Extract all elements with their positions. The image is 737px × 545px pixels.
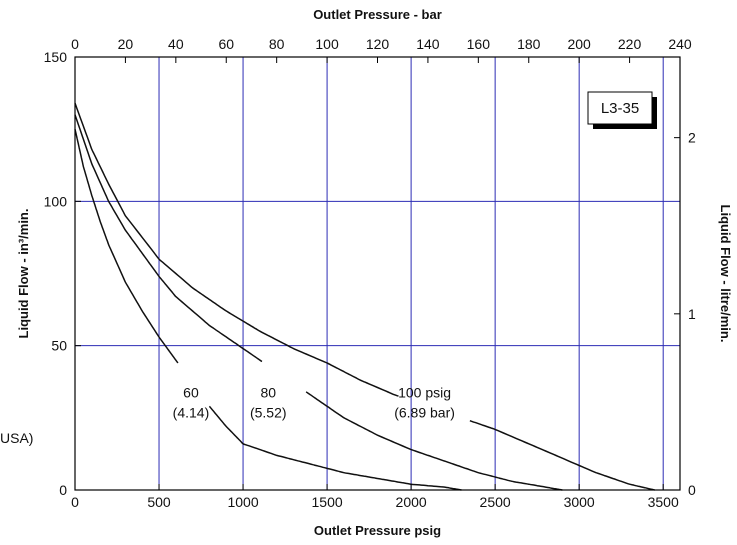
label-layer: 60 (4.14) 80 (5.52) 100 psig (6.89 bar) [173,385,455,421]
cropped-caption-text: USA) [0,430,34,446]
x-axis-title: Outlet Pressure psig [314,523,441,538]
y-tick-label: 150 [44,49,68,65]
top-x-tick-label: 140 [416,36,440,52]
top-x-tick-label: 240 [668,36,692,52]
y-tick-label: 50 [51,338,67,354]
top-x-tick-label: 200 [567,36,591,52]
series-line-80 [74,114,263,363]
curve-annotation-label: 100 psig [398,385,451,401]
x-tick-label: 0 [71,494,79,510]
grid-layer [75,57,680,490]
top-x-tick-label: 0 [71,36,79,52]
badge-label: L3-35 [601,100,639,117]
series-line-100-psig [469,420,655,491]
curve-annotation-label: (6.89 bar) [394,405,455,421]
right-y-tick-label: 2 [688,130,696,146]
top-x-tick-label: 160 [467,36,491,52]
series-line-80 [305,391,563,491]
curve-annotation-label: 80 [260,385,276,401]
series-line-60 [208,405,462,491]
right-y-tick-label: 1 [688,306,696,322]
series-line-100-psig [74,102,399,397]
x-tick-label: 2000 [396,494,427,510]
curve-annotation-label: 60 [183,385,199,401]
x-tick-label: 3500 [648,494,679,510]
top-x-tick-label: 40 [168,36,184,52]
x-tick-label: 3000 [564,494,595,510]
top-x-tick-label: 100 [315,36,339,52]
top-x-tick-label: 120 [366,36,390,52]
top-x-tick-label: 220 [618,36,642,52]
top-x-tick-label: 60 [218,36,234,52]
y-tick-label: 0 [59,482,67,498]
right-y-tick-label: 0 [688,482,696,498]
top-x-tick-label: 80 [269,36,285,52]
top-x-axis-title: Outlet Pressure - bar [313,7,442,22]
x-tick-label: 1000 [227,494,258,510]
x-tick-label: 1500 [312,494,343,510]
x-tick-label: 2500 [480,494,511,510]
y-tick-label: 100 [44,193,68,209]
badge-box [587,91,653,125]
x-tick-label: 500 [147,494,171,510]
series-line-60 [74,128,179,364]
curve-annotation-label: (4.14) [173,405,210,421]
curve-layer [74,102,655,491]
right-y-axis-title: Liquid Flow - litre/min. [718,205,733,343]
curve-annotation-label: (5.52) [250,405,287,421]
top-x-tick-label: 180 [517,36,541,52]
top-x-tick-label: 20 [118,36,134,52]
model-badge: L3-35 [587,91,657,129]
y-axis-title: Liquid Flow - in³/min. [16,209,31,339]
